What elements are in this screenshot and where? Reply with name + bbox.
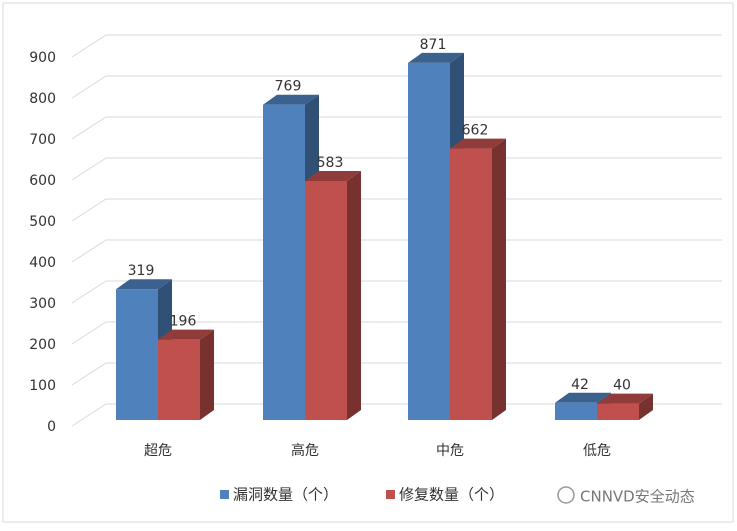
- bar-side: [347, 170, 361, 420]
- value-label: 583: [317, 155, 344, 171]
- bar-top: [158, 329, 214, 340]
- bar-front: [305, 180, 347, 420]
- value-label: 769: [275, 79, 302, 95]
- y-tick-label: 0: [47, 419, 56, 435]
- grid-line: [71, 198, 722, 222]
- bar-front: [263, 104, 305, 421]
- bar-front: [597, 403, 639, 420]
- bar-side: [492, 138, 506, 420]
- chart-border: [2, 2, 734, 523]
- value-label: 871: [420, 37, 447, 53]
- y-tick-label: 600: [29, 173, 56, 189]
- value-label: 40: [613, 378, 631, 394]
- bar-front: [158, 339, 200, 420]
- bar-front: [116, 289, 158, 420]
- y-tick-label: 900: [29, 50, 56, 66]
- bar: [305, 170, 361, 420]
- bar-front: [555, 402, 597, 420]
- grid-line: [71, 157, 722, 181]
- bar: [450, 138, 506, 420]
- watermark-text: CNNVD安全动态: [580, 488, 695, 506]
- y-tick-label: 300: [29, 296, 56, 312]
- bar-top: [263, 94, 319, 105]
- watermark-icon: [557, 486, 575, 504]
- value-label: 662: [462, 123, 489, 139]
- x-tick-label: 超危: [144, 443, 172, 459]
- y-tick-label: 800: [29, 91, 56, 107]
- y-tick-label: 400: [29, 255, 56, 271]
- legend-swatch: [220, 490, 229, 499]
- grid-line: [71, 362, 722, 386]
- x-tick-label: 高危: [291, 442, 319, 459]
- bar-side: [639, 393, 653, 420]
- grid-line: [71, 403, 722, 427]
- watermark: CNNVD安全动态: [557, 486, 695, 506]
- value-label: 319: [128, 263, 155, 279]
- x-tick-label: 低危: [583, 443, 611, 459]
- grid-line: [71, 280, 722, 304]
- bar-top: [555, 392, 611, 403]
- y-tick-label: 200: [29, 337, 56, 353]
- bar-front: [450, 148, 492, 420]
- bar-top: [408, 52, 464, 63]
- legend-label: 修复数量（个）: [399, 486, 504, 504]
- bar-top: [305, 170, 361, 181]
- value-label: 42: [571, 377, 589, 393]
- grid-line: [71, 239, 722, 263]
- legend-label: 漏洞数量（个）: [233, 486, 338, 504]
- bar: [158, 329, 214, 420]
- y-tick-label: 700: [29, 132, 56, 148]
- bar-top: [116, 279, 172, 290]
- grid-line: [71, 34, 722, 58]
- grid-line: [71, 75, 722, 99]
- bar-top: [450, 138, 506, 149]
- bar-front: [408, 62, 450, 420]
- y-tick-label: 100: [29, 378, 56, 394]
- bar-side: [200, 329, 214, 420]
- x-tick-label: 中危: [436, 443, 464, 459]
- value-label: 196: [170, 314, 197, 330]
- bar: [597, 393, 653, 420]
- y-tick-label: 500: [29, 214, 56, 230]
- grid-line: [71, 116, 722, 140]
- bar-top: [597, 393, 653, 404]
- legend-swatch: [386, 490, 395, 499]
- grid-line: [71, 321, 722, 345]
